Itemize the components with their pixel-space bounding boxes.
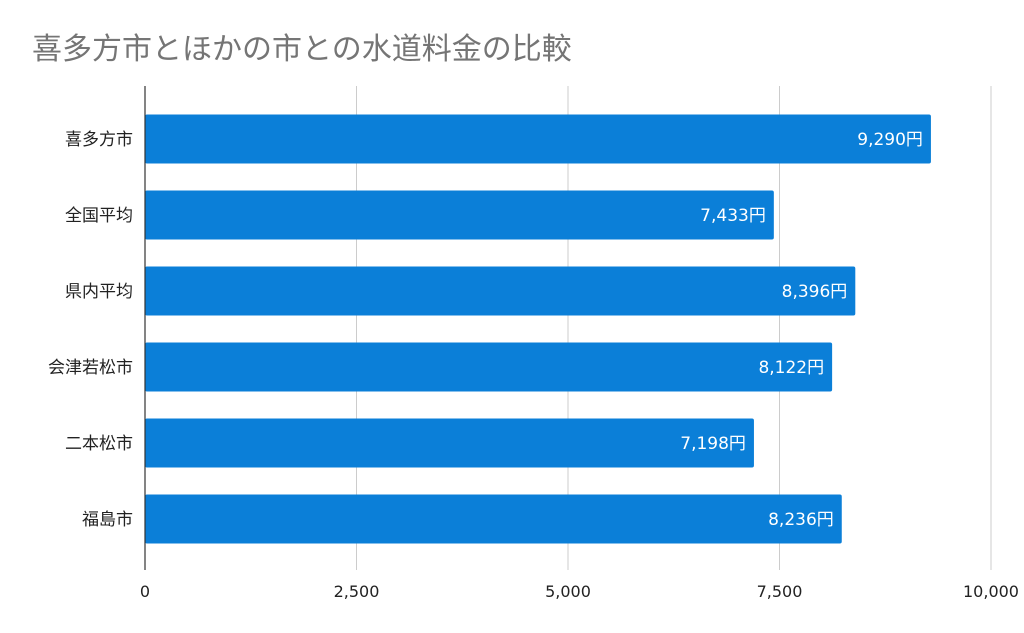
category-label: 全国平均	[65, 206, 133, 226]
data-label: 9,290円	[857, 130, 923, 150]
bar	[145, 190, 774, 240]
data-label: 7,433円	[700, 206, 766, 226]
bar	[145, 494, 842, 544]
bar	[145, 114, 931, 164]
bar	[145, 342, 833, 392]
chart-title: 喜多方市とほかの市との水道料金の比較	[32, 32, 572, 67]
x-tick-label: 0	[140, 582, 150, 601]
data-label: 7,198円	[680, 434, 746, 454]
category-label: 二本松市	[65, 434, 133, 454]
data-label: 8,122円	[758, 358, 824, 378]
bar	[145, 418, 754, 468]
category-label: 喜多方市	[65, 130, 133, 150]
x-tick-label: 5,000	[545, 582, 591, 601]
x-tick-label: 2,500	[334, 582, 380, 601]
category-label: 県内平均	[65, 282, 133, 302]
data-label: 8,236円	[768, 510, 834, 530]
x-tick-label: 10,000	[963, 582, 1019, 601]
x-tick-label: 7,500	[757, 582, 803, 601]
category-label: 会津若松市	[48, 358, 133, 378]
data-label: 8,396円	[782, 282, 848, 302]
bar	[145, 266, 856, 316]
category-label: 福島市	[82, 510, 133, 530]
